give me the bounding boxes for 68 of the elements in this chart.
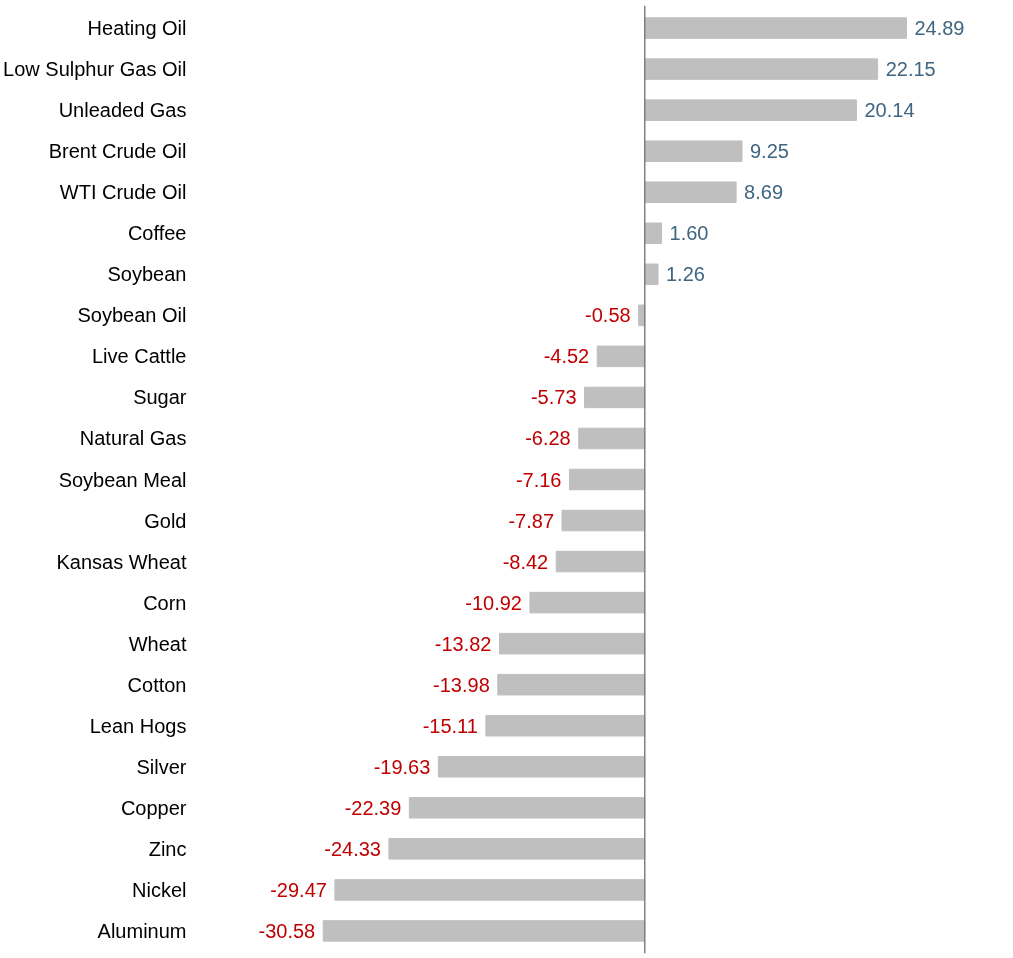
y-tick-label: Silver bbox=[136, 755, 187, 778]
data-label: 1.26 bbox=[665, 263, 705, 286]
data-label: -0.58 bbox=[585, 304, 631, 327]
bar bbox=[644, 58, 879, 80]
data-label: -5.73 bbox=[530, 386, 577, 409]
bar bbox=[584, 386, 646, 409]
y-tick-label: Wheat bbox=[128, 632, 187, 655]
data-label: -7.16 bbox=[515, 468, 562, 491]
bar bbox=[485, 714, 646, 737]
y-tick-label: Unleaded Gas bbox=[58, 99, 187, 122]
y-tick-label: Brent Crude Oil bbox=[48, 140, 187, 163]
y-tick-label: Aluminum bbox=[97, 919, 187, 942]
y-tick-label: Live Cattle bbox=[92, 345, 187, 368]
data-label: -30.58 bbox=[258, 919, 316, 942]
bar bbox=[644, 140, 743, 162]
bar bbox=[568, 468, 646, 491]
data-label: -7.87 bbox=[508, 509, 555, 532]
bar bbox=[644, 17, 907, 39]
y-tick-label: Cotton bbox=[127, 673, 187, 696]
data-label: -13.98 bbox=[433, 673, 490, 696]
y-tick-label: WTI Crude Oil bbox=[59, 181, 187, 204]
data-label: -19.63 bbox=[373, 755, 431, 778]
data-label: -29.47 bbox=[270, 878, 327, 901]
y-tick-label: Corn bbox=[143, 591, 187, 614]
y-tick-label: Zinc bbox=[148, 837, 187, 860]
data-label: -24.33 bbox=[324, 837, 381, 860]
bar bbox=[497, 673, 646, 696]
data-label: 8.69 bbox=[744, 181, 784, 204]
bar bbox=[498, 632, 646, 655]
bar bbox=[334, 879, 646, 901]
bar bbox=[437, 756, 646, 778]
data-label: 9.25 bbox=[750, 140, 789, 163]
y-tick-label: Natural Gas bbox=[79, 427, 187, 450]
data-label: -10.92 bbox=[465, 591, 522, 614]
bar bbox=[578, 427, 646, 450]
bar bbox=[561, 509, 646, 532]
bar bbox=[555, 550, 646, 573]
y-tick-label: Nickel bbox=[132, 878, 187, 901]
y-tick-label: Heating Oil bbox=[87, 17, 187, 40]
bar bbox=[644, 181, 737, 203]
bar bbox=[322, 920, 646, 942]
y-tick-label: Soybean Meal bbox=[58, 468, 187, 491]
bar bbox=[596, 345, 646, 368]
data-label: -13.82 bbox=[434, 632, 492, 655]
data-label: -8.42 bbox=[502, 550, 549, 573]
y-tick-label: Coffee bbox=[127, 222, 187, 245]
data-label: 22.15 bbox=[885, 58, 936, 81]
y-tick-label: Gold bbox=[144, 509, 187, 532]
data-label: -4.52 bbox=[543, 345, 590, 368]
bar bbox=[408, 797, 646, 819]
y-tick-label: Sugar bbox=[133, 386, 187, 409]
data-label: -6.28 bbox=[525, 427, 571, 450]
y-tick-label: Soybean Oil bbox=[77, 304, 187, 327]
data-label: 24.89 bbox=[914, 17, 965, 40]
y-tick-label: Low Sulphur Gas Oil bbox=[3, 58, 187, 81]
bar bbox=[644, 263, 659, 286]
y-tick-label: Copper bbox=[120, 796, 187, 819]
data-label: -15.11 bbox=[422, 714, 478, 737]
data-label: 1.60 bbox=[669, 222, 709, 245]
data-label: 20.14 bbox=[864, 99, 915, 122]
bar bbox=[644, 99, 857, 121]
y-tick-label: Kansas Wheat bbox=[56, 550, 187, 573]
bar bbox=[388, 838, 646, 860]
y-tick-label: Lean Hogs bbox=[89, 714, 187, 737]
bar bbox=[529, 591, 646, 614]
bar bbox=[644, 222, 663, 245]
data-label: -22.39 bbox=[344, 796, 402, 819]
y-tick-label: Soybean bbox=[107, 263, 187, 286]
